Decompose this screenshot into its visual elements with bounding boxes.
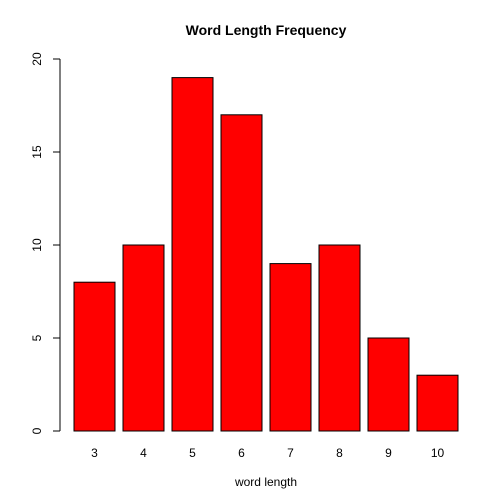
y-tick-label-10: 10 <box>30 238 44 252</box>
y-tick-label-5: 5 <box>30 334 44 341</box>
x-tick-label-3: 3 <box>91 446 98 460</box>
chart-title: Word Length Frequency <box>186 22 347 38</box>
bar-3 <box>73 281 116 432</box>
bar-4 <box>122 244 165 432</box>
bar-5 <box>171 77 214 432</box>
x-tick-label-7: 7 <box>287 446 294 460</box>
x-tick-label-5: 5 <box>189 446 196 460</box>
bars-group <box>73 77 459 432</box>
x-tick-label-6: 6 <box>238 446 245 460</box>
bar-8 <box>318 244 361 432</box>
y-tick-label-0: 0 <box>30 427 44 434</box>
x-tick-label-4: 4 <box>140 446 147 460</box>
x-axis-label: word length <box>234 475 297 489</box>
bar-10 <box>416 374 459 432</box>
y-tick-label-15: 15 <box>30 145 44 159</box>
bar-7 <box>269 263 312 432</box>
x-tick-label-10: 10 <box>431 446 445 460</box>
x-tick-label-9: 9 <box>385 446 392 460</box>
x-tick-labels: 3 4 5 6 7 8 9 10 <box>91 446 444 460</box>
y-axis: 0 5 10 15 20 <box>30 52 61 434</box>
bar-9 <box>367 337 410 432</box>
y-tick-label-20: 20 <box>30 52 44 66</box>
x-tick-label-8: 8 <box>336 446 343 460</box>
bar-6 <box>220 114 263 432</box>
